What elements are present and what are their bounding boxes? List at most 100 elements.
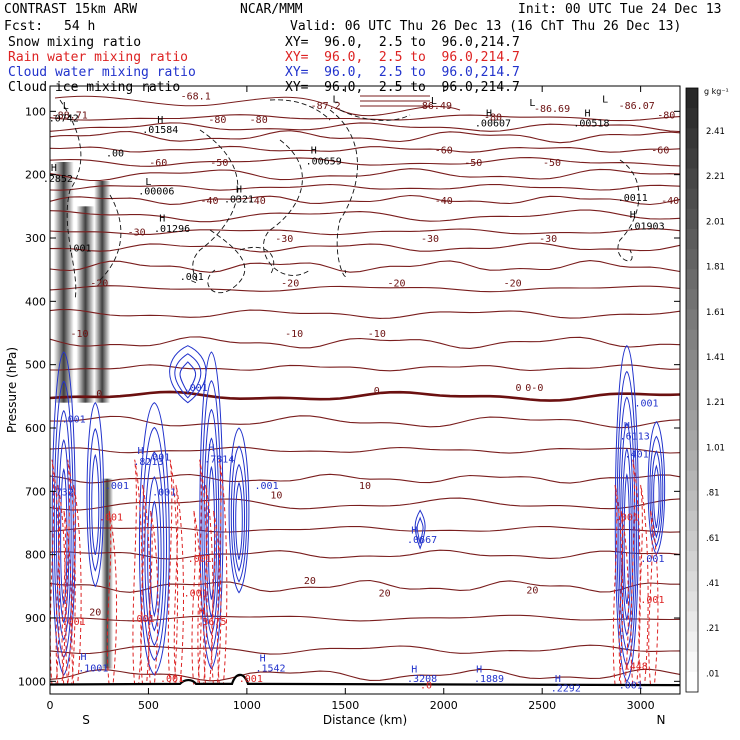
colorbar-swatch-5 <box>686 188 698 210</box>
extremum-label-6: L <box>431 96 437 107</box>
temperature-label-23: -30 <box>539 234 557 245</box>
extremum-label-63: .001 <box>130 614 154 625</box>
temperature-label-12: -60 <box>149 158 167 169</box>
extremum-label-18: .00006 <box>138 187 174 198</box>
y-tick-label-2: 300 <box>25 232 46 245</box>
cloud-loop-f-0 <box>228 427 250 594</box>
extremum-label-26: H <box>630 210 636 221</box>
extremum-label-34: .7814 <box>204 454 234 465</box>
colorbar-label-10: .41 <box>706 579 720 589</box>
colorbar-swatch-17 <box>686 430 698 451</box>
colorbar-unit: g kg⁻¹ <box>704 87 729 96</box>
colorbar-swatch-1 <box>686 108 698 129</box>
extremum-label-67: .3675 <box>196 617 226 628</box>
temperature-label-33: 0 <box>516 383 522 394</box>
colorbar-swatch-2 <box>686 128 698 149</box>
temperature-label-9: -80 <box>657 111 675 122</box>
extremum-label-55: .2292 <box>551 684 581 695</box>
cloud-loop-d-0 <box>169 345 207 404</box>
cloud-loop-h-5 <box>623 473 631 604</box>
extremum-label-35: .001 <box>255 481 279 492</box>
ice-contour-1 <box>99 194 122 281</box>
south-label: S <box>82 713 90 727</box>
temperature-label-13: -50 <box>210 158 228 169</box>
temperature-label-6: -80 <box>208 115 226 126</box>
rain-contour-14 <box>211 510 222 685</box>
x-tick-label-6: 3000 <box>627 699 655 712</box>
temperature-label-37: 20 <box>304 576 316 587</box>
valid-time: Valid: 06 UTC Thu 26 Dec 13 (16 ChT Thu … <box>290 19 682 34</box>
extremum-label-64: .001 <box>239 674 263 685</box>
rain-contour-0 <box>49 459 60 685</box>
extremum-label-2: H <box>157 115 163 126</box>
field-name-cloud-ice: Cloud ice mixing ratio <box>8 80 181 95</box>
temperature-label-32: 0 <box>374 386 380 397</box>
temperature-label-29: -10 <box>285 329 303 340</box>
cloud-loop-c-1 <box>141 426 167 661</box>
x-axis-label: Distance (km) <box>323 713 407 727</box>
colorbar-swatch-0 <box>686 88 698 109</box>
temperature-line-17 <box>49 415 681 429</box>
colorbar-swatch-9 <box>686 269 698 290</box>
colorbar-label-12: .01 <box>706 669 720 679</box>
cloud-loop-e-3 <box>205 437 218 619</box>
temperature-line-14 <box>49 336 681 349</box>
colorbar-label-1: 2.21 <box>706 172 725 182</box>
extremum-label-51: .3208 <box>407 674 437 685</box>
temperature-label-24: -20 <box>90 278 108 289</box>
rain-contour-6 <box>132 459 143 685</box>
extremum-label-38: .732 <box>50 487 74 498</box>
colorbar-swatch-27 <box>686 631 698 653</box>
temperature-label-8: -80 <box>484 112 502 123</box>
colorbar-swatch-14 <box>686 369 698 391</box>
extremum-label-12: .00518 <box>573 119 609 130</box>
ice-contour-2 <box>189 129 239 284</box>
temperature-label-0: -68.1 <box>181 92 211 103</box>
field-xy-snow: XY= 96.0, 2.5 to 96.0,214.7 <box>285 35 520 50</box>
extremum-label-13: H <box>311 145 317 156</box>
cloud-loop-i-3 <box>653 464 660 529</box>
temperature-label-36: 10 <box>359 481 371 492</box>
ice-contour-5 <box>239 246 275 276</box>
temperature-line-21 <box>49 525 681 533</box>
extremum-label-24: .001 <box>180 272 204 283</box>
extremum-label-16: .2852 <box>43 174 73 185</box>
cloud-loop-c-2 <box>144 451 165 647</box>
x-tick-label-4: 2000 <box>430 699 458 712</box>
extremum-label-15: H <box>51 163 57 174</box>
extremum-label-57: .001 <box>99 513 123 524</box>
extremum-label-33: H <box>208 443 214 454</box>
temperature-label-7: -80 <box>250 115 268 126</box>
y-tick-label-4: 500 <box>25 359 46 372</box>
extremum-label-45: .001 <box>640 554 664 565</box>
extremum-label-47: .1001 <box>78 663 108 674</box>
cloud-loop-i-0 <box>647 420 666 556</box>
temperature-label-21: -30 <box>275 234 293 245</box>
colorbar-label-6: 1.21 <box>706 398 725 408</box>
temperature-label-31: 0 <box>96 389 102 400</box>
cloud-loop-f-3 <box>235 481 243 560</box>
field-name-rain: Rain water mixing ratio <box>8 50 189 65</box>
extremum-label-25: .0011 <box>618 193 648 204</box>
colorbar-swatch-22 <box>686 530 698 552</box>
extremum-label-48: H <box>260 653 266 664</box>
extremum-label-5: L <box>332 95 338 106</box>
rain-contour-1 <box>55 484 66 685</box>
temperature-line-5 <box>49 168 681 182</box>
field-xy-rain: XY= 96.0, 2.5 to 96.0,214.7 <box>285 50 520 65</box>
rain-water-contours <box>49 459 659 685</box>
extremum-label-28: .001 <box>184 383 208 394</box>
snow-shading <box>53 162 114 669</box>
colorbar-swatch-18 <box>686 450 698 472</box>
extremum-label-66: H <box>199 606 205 617</box>
temperature-line-0 <box>49 114 681 122</box>
extremum-label-8: L <box>602 95 608 106</box>
colorbar-label-2: 2.01 <box>706 217 725 227</box>
extremum-label-46: H <box>80 652 86 663</box>
temperature-line-18 <box>49 446 681 454</box>
ice-contour-0 <box>59 99 82 301</box>
colorbar-swatch-23 <box>686 551 698 572</box>
extremum-label-29: .001 <box>62 415 86 426</box>
colorbar-swatch-28 <box>686 651 698 673</box>
colorbar-label-11: .21 <box>706 624 720 634</box>
